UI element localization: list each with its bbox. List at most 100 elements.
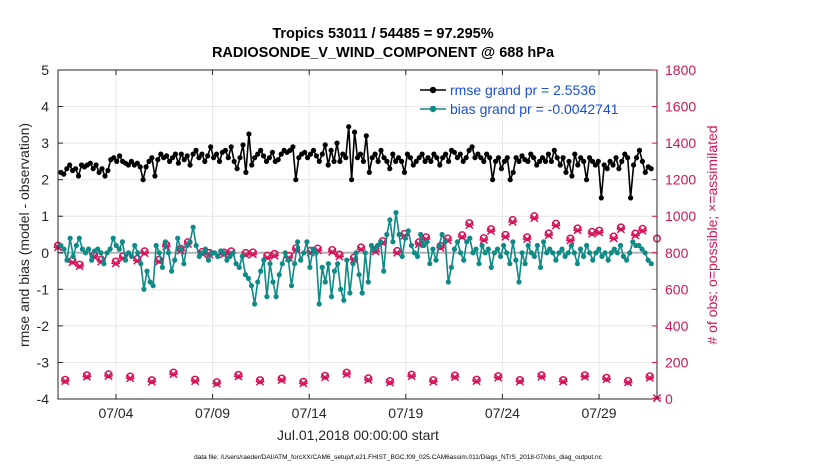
obs-assimilated-point: [385, 378, 395, 387]
rmse-point: [595, 158, 601, 164]
x-tick-label: 07/29: [582, 405, 617, 421]
bias-point: [322, 279, 328, 285]
bias-point: [565, 250, 571, 256]
bias-point: [393, 210, 399, 216]
bias-point: [362, 250, 368, 256]
obs-assimilated-point: [558, 377, 568, 386]
rmse-point: [584, 177, 590, 183]
obs-possible-point: [256, 376, 265, 385]
obs-possible-point: [126, 372, 135, 381]
obs-assimilated-point: [544, 231, 554, 240]
obs-possible-point: [191, 375, 200, 384]
obs-possible-point: [508, 216, 517, 225]
rmse-point: [613, 155, 619, 161]
bias-point: [61, 246, 67, 252]
bias-point: [184, 242, 190, 249]
bias-point: [375, 242, 381, 249]
obs-assimilated-point: [565, 236, 575, 245]
bias-point: [58, 242, 64, 249]
bias-point: [193, 242, 199, 249]
obs-assimilated-point: [616, 225, 626, 234]
bias-point: [159, 264, 165, 270]
obs-possible-point: [299, 377, 308, 386]
rmse-point: [258, 147, 264, 153]
bias-point: [498, 253, 504, 259]
rmse-point: [73, 166, 79, 172]
bias-point: [221, 250, 227, 256]
rmse-point: [307, 151, 314, 157]
obs-possible-point: [75, 260, 84, 269]
legend-bias-label: bias grand pr = -0.0042741: [450, 101, 619, 117]
rmse-point: [167, 158, 173, 164]
obs-assimilated-point: [602, 375, 611, 384]
obs-possible-point: [479, 234, 488, 243]
bias-point: [522, 261, 528, 267]
rmse-point: [619, 158, 625, 164]
y-tick-label-left: 2: [41, 172, 49, 188]
rmse-point: [178, 151, 184, 157]
bias-point: [436, 242, 442, 249]
bias-point: [129, 253, 135, 259]
rmse-point: [175, 160, 181, 166]
obs-possible-point: [472, 375, 481, 384]
obs-assimilated-point: [464, 220, 474, 230]
rmse-point: [554, 155, 560, 161]
rmse-point: [366, 169, 372, 175]
obs-assimilated-point: [551, 221, 561, 230]
rmse-point: [234, 166, 240, 172]
bias-point: [107, 246, 113, 252]
bias-point: [202, 246, 208, 252]
rmse-point: [93, 162, 99, 168]
rmse-point: [305, 155, 311, 161]
bias-point: [335, 261, 341, 267]
obs-assimilated-point: [645, 373, 655, 382]
bias-point: [639, 246, 645, 252]
rmse-point: [531, 155, 537, 161]
y-tick-label-right: 800: [665, 245, 689, 261]
obs-assimilated-point: [327, 247, 337, 256]
bias-point: [365, 279, 371, 285]
obs-possible-point: [523, 233, 532, 242]
y-tick-label-right: 1000: [665, 208, 696, 224]
obs-assimilated-point: [212, 379, 222, 388]
rmse-point: [96, 169, 102, 175]
rmse-point: [545, 151, 552, 157]
obs-possible-point: [393, 246, 402, 255]
rmse-point: [572, 151, 578, 157]
rmse-point: [487, 155, 493, 161]
bias-point: [169, 268, 175, 274]
bias-point: [135, 250, 141, 256]
bias-point: [384, 231, 390, 238]
bias-point: [608, 250, 614, 256]
bias-point: [451, 246, 457, 252]
rmse-point: [354, 155, 361, 161]
rmse-point: [349, 177, 355, 183]
rmse-point: [413, 158, 419, 164]
bias-point: [430, 246, 436, 252]
bias-point: [122, 257, 129, 263]
obs-possible-point: [169, 368, 178, 377]
obs-assimilated-point: [515, 377, 525, 386]
bias-point: [276, 272, 282, 278]
rmse-point: [419, 151, 425, 157]
rmse-point: [425, 155, 431, 161]
bias-point: [138, 261, 144, 267]
rmse-point: [639, 158, 646, 164]
obs-assimilated-point: [529, 213, 539, 223]
rmse-point: [117, 153, 123, 159]
y-tick-label-left: 4: [41, 99, 49, 115]
rmse-point: [601, 162, 607, 168]
rmse-point: [208, 144, 214, 150]
rmse-point: [322, 142, 328, 148]
obs-possible-point: [494, 372, 503, 381]
rmse-point: [334, 140, 340, 146]
bias-point: [642, 250, 648, 256]
x-tick-label: 07/14: [292, 405, 327, 421]
bias-point: [331, 268, 338, 274]
rmse-point: [507, 177, 513, 183]
y-tick-label-right: 600: [665, 281, 689, 297]
bias-point: [270, 279, 276, 285]
y-tick-label-left: 3: [41, 135, 49, 151]
rmse-point: [437, 162, 443, 168]
obs-assimilated-point: [169, 370, 178, 379]
